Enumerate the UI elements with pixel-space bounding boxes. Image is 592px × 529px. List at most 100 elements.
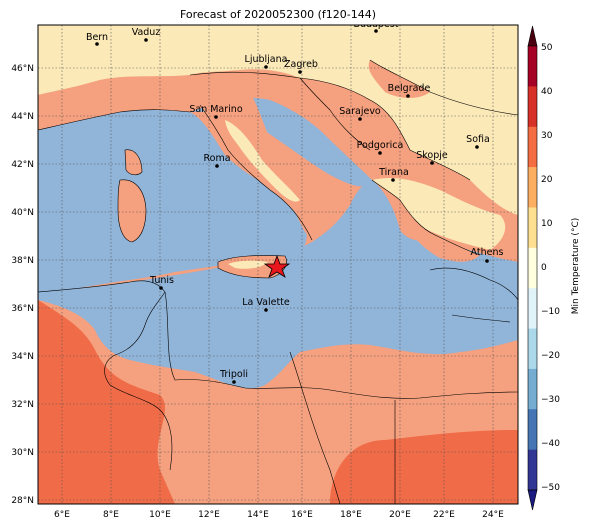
x-tick-label: 20°E xyxy=(389,510,411,520)
colorbar-frame xyxy=(527,45,538,491)
x-tick-label: 22°E xyxy=(433,510,455,520)
colorbar-segment xyxy=(528,207,537,249)
city-label-podgorica: Podgorica xyxy=(357,140,404,151)
y-tick-label: 44°N xyxy=(11,112,34,122)
land-dark-orange-west xyxy=(38,300,175,504)
y-tick-label: 42°N xyxy=(11,160,34,170)
y-axis: 46°N 44°N 42°N 40°N 38°N 36°N 34°N 32°N … xyxy=(11,64,34,506)
city-label-san-marino: San Marino xyxy=(189,104,242,115)
city-label-ljubljana: Ljubljana xyxy=(245,54,288,65)
colorbar-segment xyxy=(528,328,537,370)
colorbar-segment xyxy=(528,288,537,329)
colorbar-tick-label: 10 xyxy=(541,219,553,229)
y-tick-label: 46°N xyxy=(11,64,34,74)
city-dot-tirana xyxy=(391,178,395,182)
x-axis: 6°E 8°E 10°E 12°E 14°E 16°E 18°E 20°E 22… xyxy=(54,510,504,520)
colorbar-tick-label: 30 xyxy=(541,131,553,141)
city-label-la-valette: La Valette xyxy=(242,297,290,308)
city-dot-bern xyxy=(95,42,99,46)
x-tick-label: 24°E xyxy=(482,510,504,520)
colorbar-tick-label: −40 xyxy=(541,439,560,449)
colorbar-segment xyxy=(528,126,537,168)
city-label-tunis: Tunis xyxy=(149,275,174,286)
y-tick-label: 30°N xyxy=(11,448,34,458)
colorbar-segment xyxy=(528,46,537,87)
colorbar-ticks: 50 40 30 20 10 0 −10 −20 −30 −40 −50 xyxy=(541,43,560,493)
colorbar-segment xyxy=(528,449,537,491)
city-dot-skopje xyxy=(430,161,434,165)
city-dot-roma xyxy=(215,164,219,168)
city-label-athens: Athens xyxy=(471,247,504,258)
colorbar-segment xyxy=(528,167,537,208)
sea-tyrrhenian xyxy=(38,109,307,292)
city-label-budapest: Budapest xyxy=(354,19,399,30)
city-label-tirana: Tirana xyxy=(378,167,409,178)
city-markers xyxy=(95,29,489,384)
city-dot-sarajevo xyxy=(358,117,362,121)
city-label-vaduz: Vaduz xyxy=(132,27,161,38)
y-tick-label: 38°N xyxy=(11,256,34,266)
city-dot-tripoli xyxy=(232,380,236,384)
land-orange-balkans-north xyxy=(368,60,430,98)
x-tick-label: 12°E xyxy=(198,510,220,520)
city-dot-vaduz xyxy=(144,38,148,42)
y-tick-label: 34°N xyxy=(11,352,34,362)
country-borders xyxy=(38,59,518,504)
grid xyxy=(38,25,518,504)
city-dot-la-valette xyxy=(264,308,268,312)
y-tick-label: 40°N xyxy=(11,208,34,218)
colorbar-tick-label: −30 xyxy=(541,395,560,405)
colorbar-segment xyxy=(528,368,537,410)
city-labels: Bern Vaduz Budapest Ljubljana Zagreb Bel… xyxy=(86,19,504,380)
colorbar-tick-label: 20 xyxy=(541,175,553,185)
city-label-bern: Bern xyxy=(86,32,108,43)
colorbar-tick-label: 50 xyxy=(541,43,553,53)
colorbar-bottom-extend xyxy=(527,489,538,511)
map-area: Bern Vaduz Budapest Ljubljana Zagreb Bel… xyxy=(38,19,518,504)
city-label-roma: Roma xyxy=(203,153,230,164)
colorbar-segment xyxy=(528,86,537,128)
city-dot-tunis xyxy=(159,286,163,290)
x-tick-label: 10°E xyxy=(149,510,171,520)
city-label-zagreb: Zagreb xyxy=(284,59,318,70)
land-warm-north xyxy=(38,25,518,215)
city-dot-podgorica xyxy=(378,151,382,155)
city-label-sofia: Sofia xyxy=(466,134,490,145)
star-marker-icon xyxy=(263,254,291,278)
colorbar-tick-label: 0 xyxy=(541,263,547,273)
colorbar-label: Min Temperature (°C) xyxy=(571,218,581,315)
city-dot-belgrade xyxy=(406,94,410,98)
land-greece-warm xyxy=(372,178,506,250)
city-dot-zagreb xyxy=(298,70,302,74)
land-greece-coast xyxy=(400,200,480,262)
y-tick-label: 36°N xyxy=(11,304,34,314)
x-tick-label: 6°E xyxy=(54,510,70,520)
colorbar-segment xyxy=(528,247,537,289)
colorbar-segment xyxy=(528,409,537,450)
city-dot-budapest xyxy=(374,29,378,33)
colorbar-tick-label: −10 xyxy=(541,307,560,317)
city-label-sarajevo: Sarajevo xyxy=(339,106,381,117)
map-title: Forecast of 2020052300 (f120-144) xyxy=(180,8,376,21)
colorbar-tick-label: −50 xyxy=(541,483,560,493)
city-dot-san-marino xyxy=(214,115,218,119)
colorbar-top-extend xyxy=(527,25,538,47)
x-tick-label: 14°E xyxy=(247,510,269,520)
x-tick-label: 18°E xyxy=(340,510,362,520)
x-tick-label: 8°E xyxy=(103,510,119,520)
city-dot-sofia xyxy=(475,145,479,149)
map-frame xyxy=(37,24,519,505)
land-orange-alps xyxy=(38,71,260,118)
city-dot-ljubljana xyxy=(264,65,268,69)
x-tick-label: 16°E xyxy=(291,510,313,520)
land-sardinia xyxy=(118,179,146,242)
land-italy-warm xyxy=(225,120,300,202)
colorbar-tick-label: −20 xyxy=(541,351,560,361)
colorbar-tick-label: 40 xyxy=(541,87,553,97)
city-label-belgrade: Belgrade xyxy=(388,83,431,94)
city-label-tripoli: Tripoli xyxy=(219,369,248,380)
colorbar xyxy=(527,25,538,511)
sea-central-med xyxy=(38,180,518,389)
land-dark-orange-east xyxy=(330,430,518,504)
city-label-skopje: Skopje xyxy=(416,150,448,161)
